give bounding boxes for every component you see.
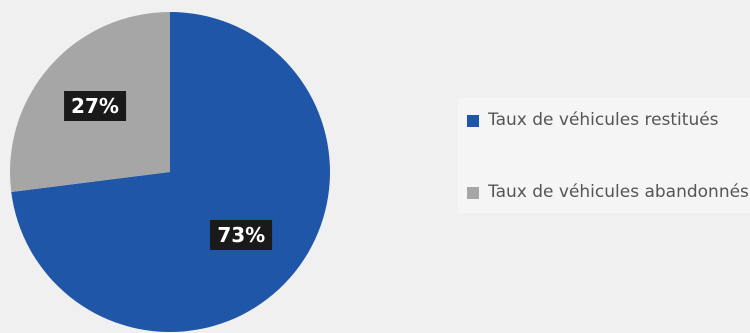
legend-label-abandonnes: Taux de véhicules abandonnés bbox=[488, 182, 749, 202]
legend-swatch-abandonnes bbox=[467, 187, 479, 199]
data-label-abandonnes: 27% bbox=[64, 90, 126, 121]
data-label-restitues: 73% bbox=[210, 219, 273, 250]
legend-swatch-restitues bbox=[467, 115, 479, 127]
pie-chart-svg bbox=[9, 12, 330, 333]
legend: Taux de véhicules restitués Taux de véhi… bbox=[458, 98, 750, 213]
pie-slice-restitues bbox=[11, 12, 330, 333]
legend-label-restitues: Taux de véhicules restitués bbox=[488, 110, 719, 130]
legend-entry-restitues: Taux de véhicules restitués bbox=[458, 98, 750, 143]
legend-entry-abandonnes: Taux de véhicules abandonnés bbox=[458, 143, 750, 213]
